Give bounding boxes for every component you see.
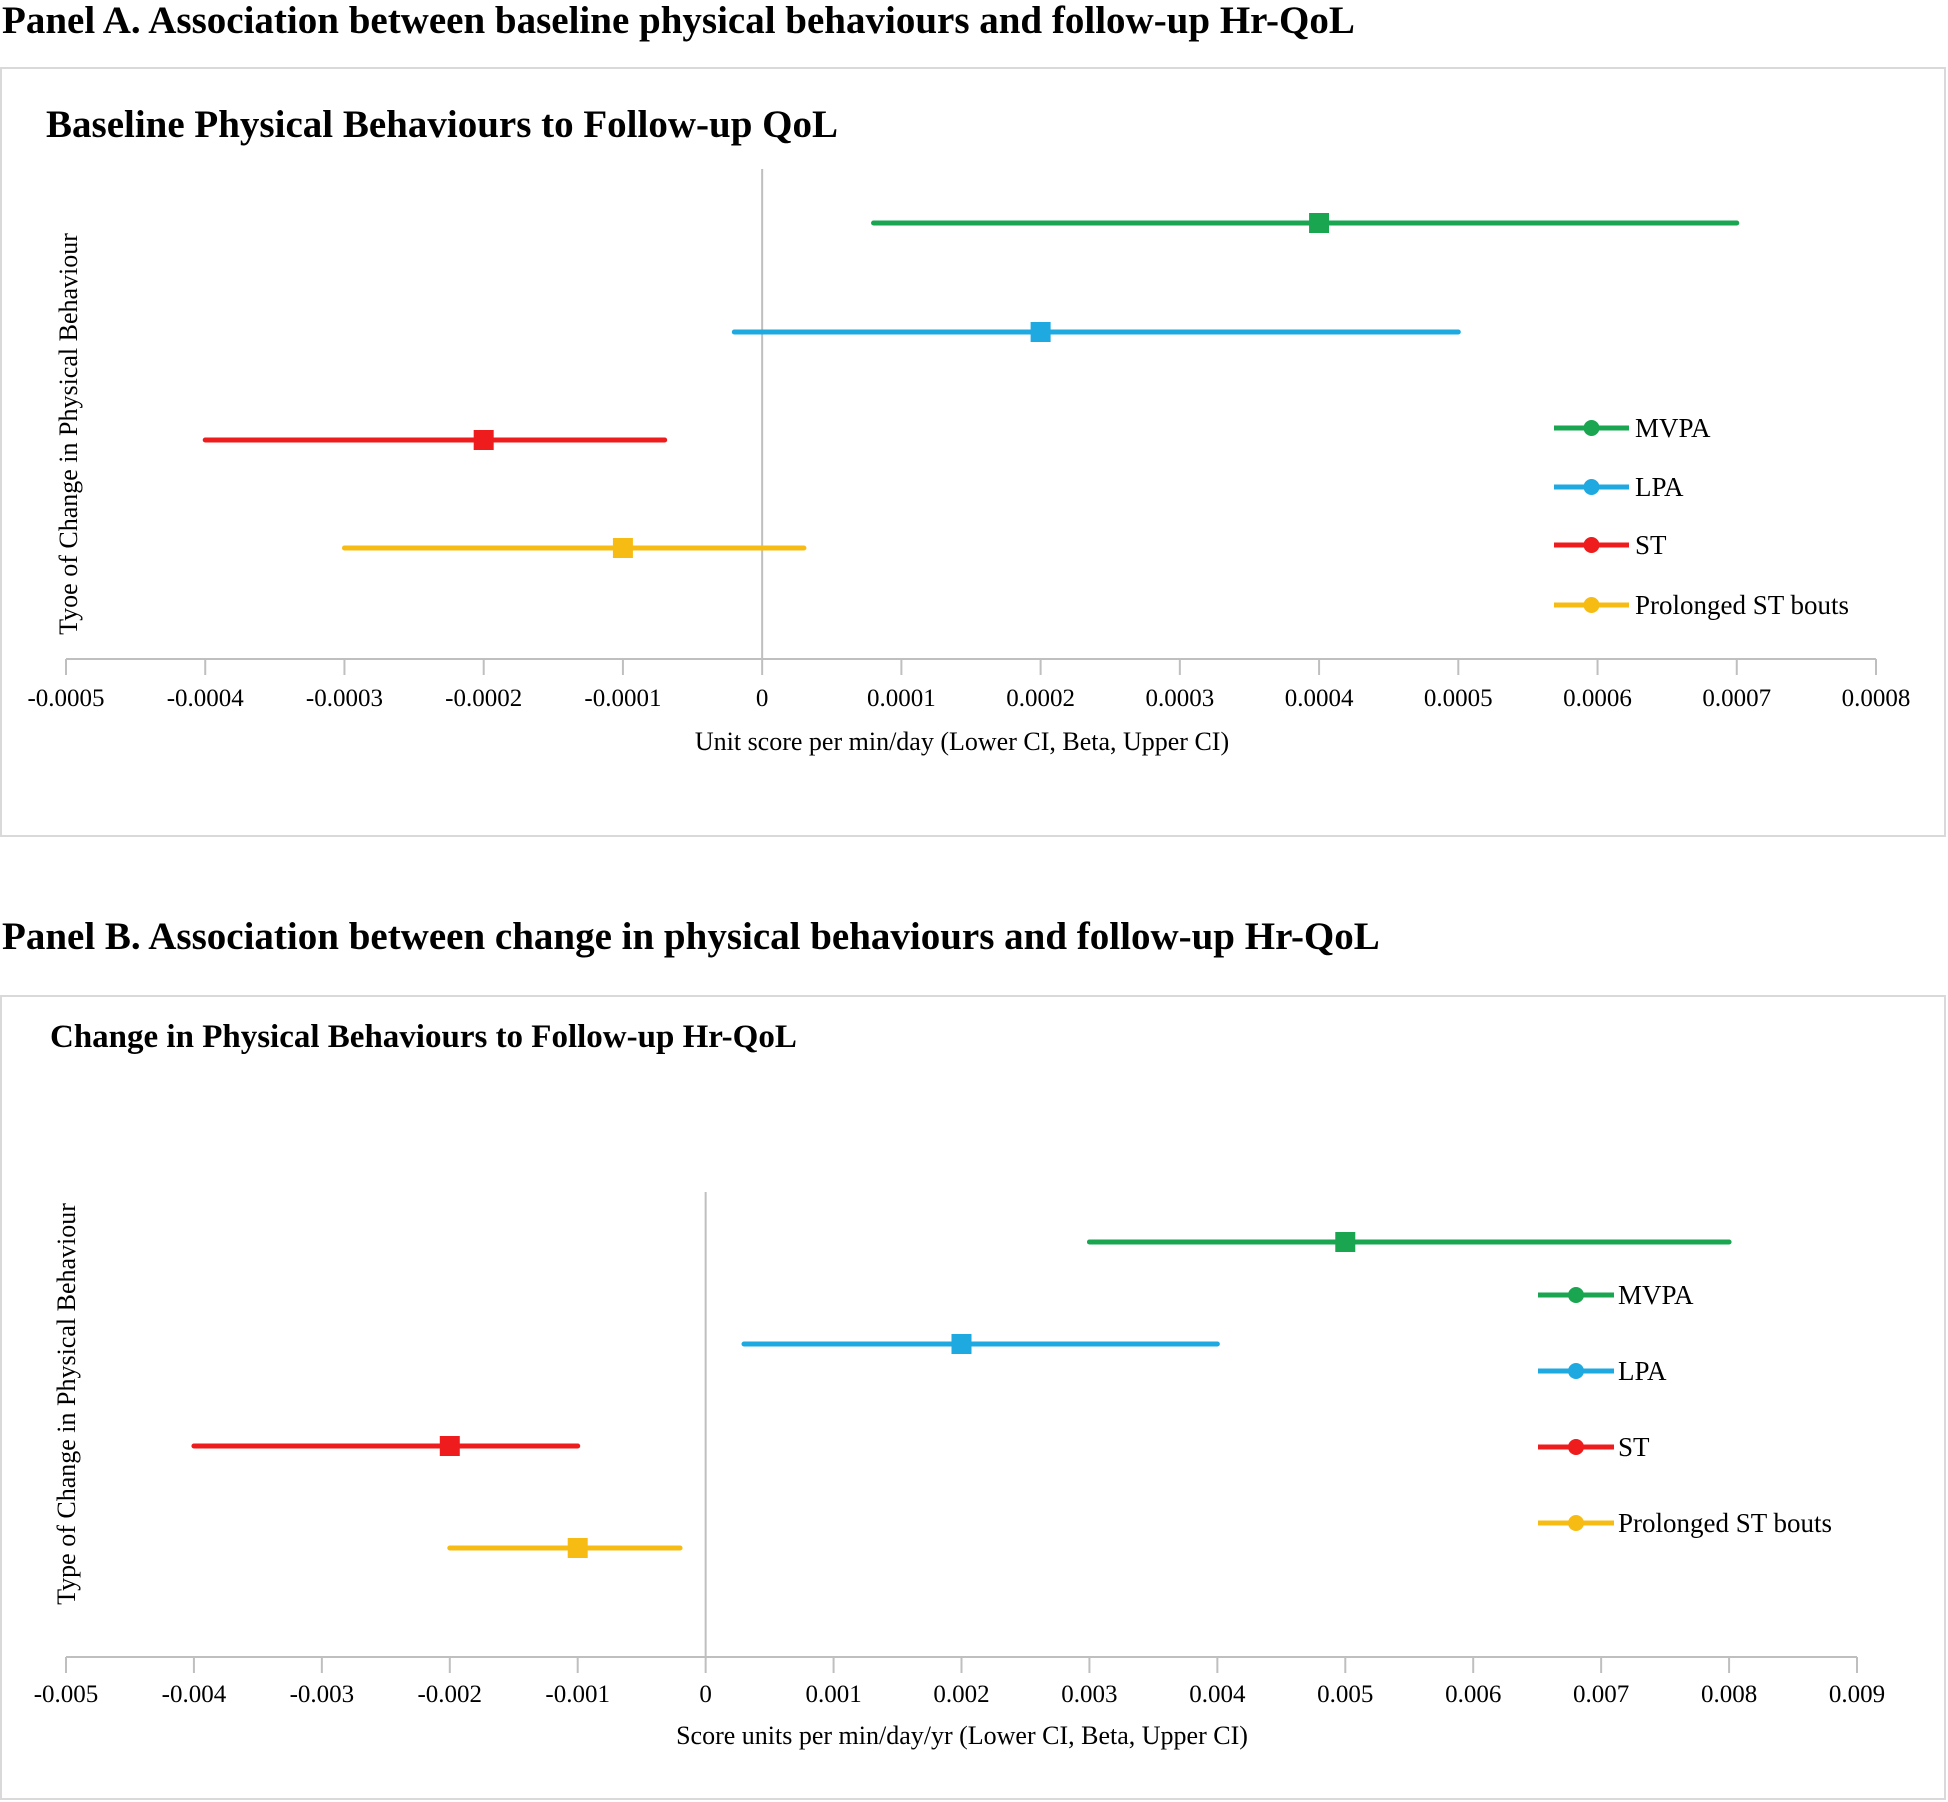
x-tick-label: -0.002 bbox=[417, 1681, 482, 1708]
forest-plot-b: Change in Physical Behaviours to Follow-… bbox=[34, 1019, 1885, 1750]
legend-label: MVPA bbox=[1635, 413, 1711, 443]
legend-label: MVPA bbox=[1618, 1280, 1694, 1310]
legend-label: Prolonged ST bouts bbox=[1635, 590, 1849, 620]
x-tick-label: -0.005 bbox=[34, 1681, 99, 1708]
x-tick-label: 0.0001 bbox=[867, 685, 936, 712]
x-tick-label: 0.0006 bbox=[1563, 685, 1632, 712]
legend-marker bbox=[1568, 1515, 1584, 1531]
x-tick-label: 0.007 bbox=[1573, 1681, 1629, 1708]
x-tick-label: 0.0002 bbox=[1006, 685, 1075, 712]
legend-marker bbox=[1568, 1363, 1584, 1379]
x-tick-label: -0.0001 bbox=[584, 685, 661, 712]
x-tick-label: 0.0008 bbox=[1842, 685, 1911, 712]
legend-marker bbox=[1583, 420, 1600, 436]
x-tick-label: 0.0004 bbox=[1285, 685, 1354, 712]
x-axis-title: Score units per min/day/yr (Lower CI, Be… bbox=[676, 1721, 1248, 1750]
x-tick-label: -0.0004 bbox=[167, 685, 245, 712]
x-tick-label: 0 bbox=[699, 1681, 712, 1708]
legend-label: LPA bbox=[1635, 472, 1684, 502]
legend-label: ST bbox=[1635, 530, 1667, 560]
legend-label: ST bbox=[1618, 1432, 1650, 1462]
forest-plot-a: Baseline Physical Behaviours to Follow-u… bbox=[27, 103, 1911, 756]
x-tick-label: 0.003 bbox=[1061, 1681, 1117, 1708]
x-tick-label: 0.008 bbox=[1701, 1681, 1757, 1708]
x-tick-label: 0.004 bbox=[1189, 1681, 1246, 1708]
legend-marker bbox=[1583, 479, 1600, 495]
panel-a-heading: Panel A. Association between baseline ph… bbox=[2, 0, 1355, 42]
beta-marker-3 bbox=[612, 538, 633, 558]
legend-marker bbox=[1568, 1287, 1584, 1303]
chart-frame-a: Baseline Physical Behaviours to Follow-u… bbox=[0, 67, 1946, 837]
legend-label: LPA bbox=[1618, 1356, 1667, 1386]
x-tick-label: 0 bbox=[756, 685, 769, 712]
x-tick-label: -0.001 bbox=[545, 1681, 610, 1708]
x-tick-label: 0.006 bbox=[1445, 1681, 1501, 1708]
x-axis-title: Unit score per min/day (Lower CI, Beta, … bbox=[695, 727, 1229, 756]
legend-marker bbox=[1583, 537, 1600, 553]
beta-marker-2 bbox=[473, 430, 494, 450]
x-tick-label: 0.005 bbox=[1317, 1681, 1373, 1708]
beta-marker-1 bbox=[1030, 322, 1051, 342]
x-tick-label: 0.001 bbox=[805, 1681, 861, 1708]
legend-marker bbox=[1583, 597, 1600, 613]
x-tick-label: -0.0003 bbox=[306, 685, 383, 712]
x-tick-label: 0.0005 bbox=[1424, 685, 1493, 712]
x-tick-label: -0.003 bbox=[290, 1681, 355, 1708]
chart-title: Baseline Physical Behaviours to Follow-u… bbox=[46, 103, 838, 146]
y-axis-title: Type of Change in Physical Behaviour bbox=[52, 1203, 81, 1605]
beta-marker-3 bbox=[567, 1538, 588, 1558]
x-tick-label: 0.009 bbox=[1829, 1681, 1885, 1708]
beta-marker-0 bbox=[1335, 1232, 1356, 1252]
x-tick-label: -0.0002 bbox=[445, 685, 522, 712]
x-tick-label: 0.0007 bbox=[1702, 685, 1771, 712]
panel-b-heading: Panel B. Association between change in p… bbox=[2, 915, 1380, 958]
legend-label: Prolonged ST bouts bbox=[1618, 1508, 1832, 1538]
y-axis-title: Tyoe of Change in Physical Behaviour bbox=[54, 233, 83, 635]
x-tick-label: 0.002 bbox=[933, 1681, 989, 1708]
x-tick-label: 0.0003 bbox=[1145, 685, 1214, 712]
beta-marker-1 bbox=[951, 1334, 972, 1354]
beta-marker-0 bbox=[1309, 213, 1330, 233]
x-tick-label: -0.0005 bbox=[27, 685, 104, 712]
legend-marker bbox=[1568, 1439, 1584, 1455]
beta-marker-2 bbox=[439, 1436, 460, 1456]
chart-title: Change in Physical Behaviours to Follow-… bbox=[50, 1019, 797, 1055]
chart-frame-b: Change in Physical Behaviours to Follow-… bbox=[0, 995, 1946, 1800]
x-tick-label: -0.004 bbox=[162, 1681, 227, 1708]
